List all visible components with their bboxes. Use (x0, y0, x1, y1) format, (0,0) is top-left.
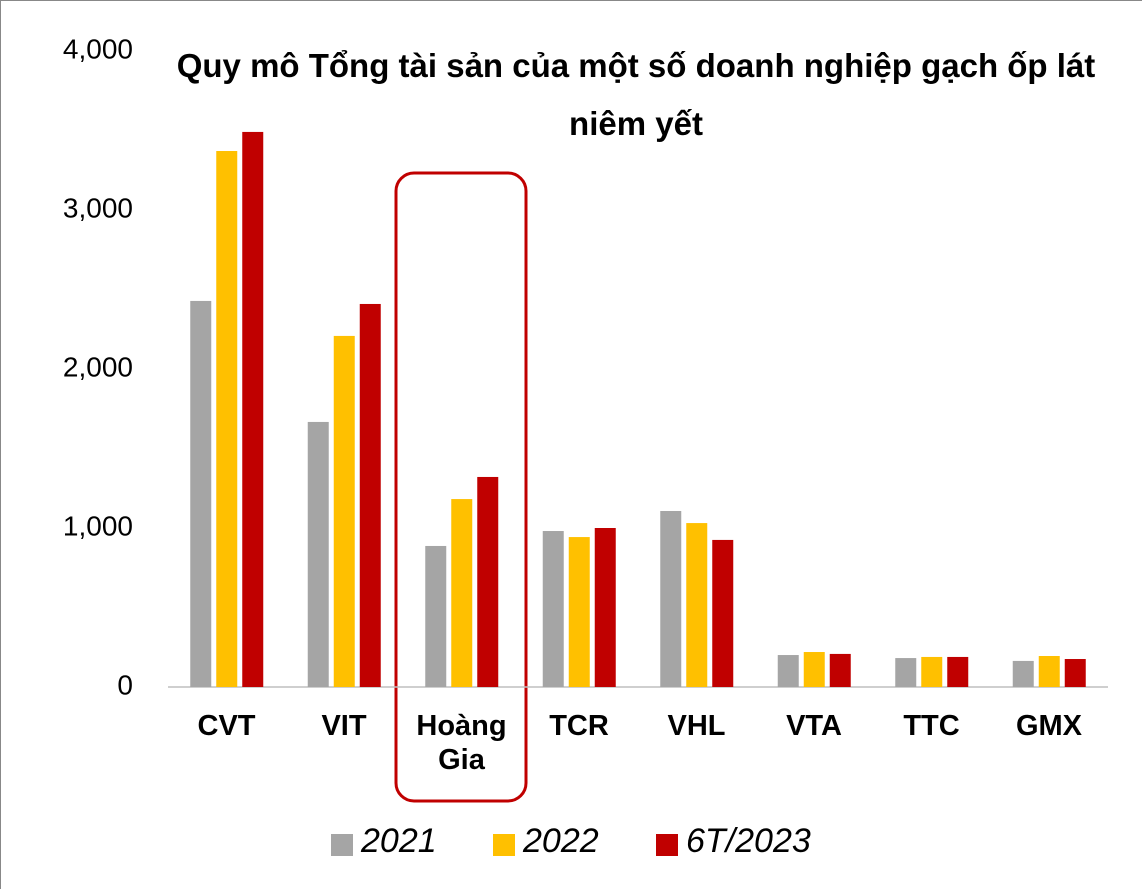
bar (451, 499, 473, 687)
legend-swatch (656, 834, 678, 856)
legend-label: 2022 (523, 822, 599, 860)
y-tick-label: 0 (117, 669, 133, 700)
bar (660, 510, 682, 687)
bar (425, 545, 447, 687)
bar (216, 151, 238, 688)
bar (542, 531, 564, 687)
legend-swatch (493, 834, 515, 856)
y-tick-label: 4,000 (63, 33, 133, 64)
bar (1038, 655, 1060, 687)
x-tick-label: VHL (667, 710, 726, 742)
x-tick-label: Hoàng Gia (416, 710, 507, 776)
bar (829, 653, 851, 687)
legend-label: 2021 (361, 822, 437, 860)
bar (1012, 660, 1034, 687)
bar (477, 476, 499, 687)
x-tick-label: GMX (1015, 710, 1083, 742)
chart-title: Quy mô Tổng tài sản của một số doanh ngh… (176, 47, 1096, 142)
bar (686, 523, 708, 687)
x-tick-label: VIT (321, 710, 367, 742)
x-tick-label: VTA (786, 710, 842, 742)
bar (242, 131, 264, 687)
bar (568, 537, 590, 687)
bar (895, 658, 917, 687)
bar (359, 303, 381, 687)
y-tick-label: 3,000 (63, 192, 133, 223)
bar (921, 656, 943, 687)
x-tick-label: TTC (903, 710, 960, 742)
bar (594, 528, 616, 687)
x-tick-label: CVT (197, 710, 256, 742)
bar (1064, 659, 1086, 687)
bar (947, 656, 969, 687)
bar (712, 539, 734, 687)
legend-label: 6T/2023 (686, 822, 811, 860)
bar (803, 652, 825, 687)
y-tick-label: 1,000 (63, 510, 133, 541)
legend-swatch (331, 834, 353, 856)
bar (190, 300, 212, 687)
bar (333, 335, 355, 687)
x-tick-label: TCR (549, 710, 609, 742)
bar (777, 655, 799, 687)
highlight-box (394, 171, 528, 803)
y-tick-label: 2,000 (63, 351, 133, 382)
bar (307, 421, 329, 687)
